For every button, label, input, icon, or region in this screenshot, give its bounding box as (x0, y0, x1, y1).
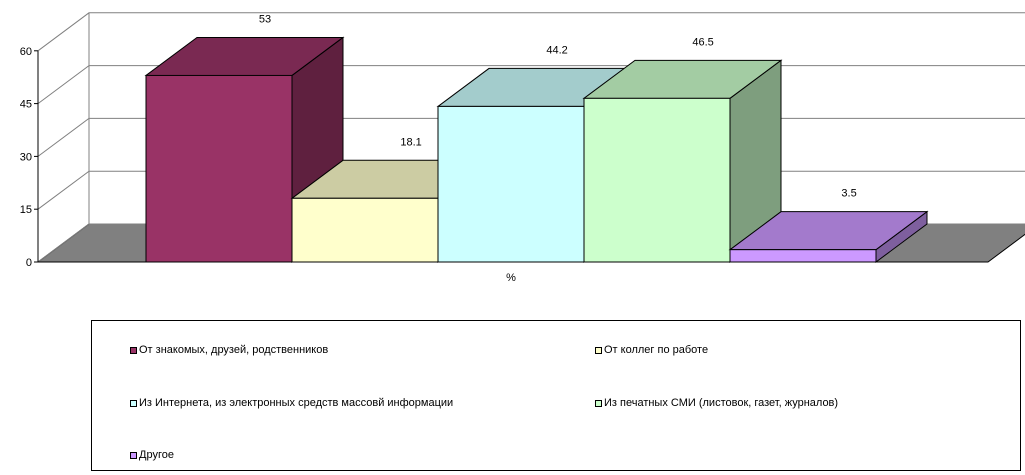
bar-chart: 0 15 30 45 60 53 18.1 44.2 46.5 3.5 % (20, 12, 1025, 284)
legend-swatch (595, 346, 602, 354)
legend-item: Другое (130, 449, 174, 461)
data-label: 18.1 (400, 136, 421, 148)
bar (144, 36, 345, 263)
chart-bars (144, 36, 929, 263)
data-label: 46.5 (692, 36, 713, 48)
y-tick-label: 30 (20, 151, 32, 163)
legend-swatch (130, 399, 137, 407)
bar-front (145, 74, 293, 263)
legend-item: От коллег по работе (595, 344, 708, 356)
y-tick-label: 0 (26, 257, 32, 269)
chart-legend: От знакомых, друзей, родственников От ко… (91, 320, 1021, 471)
legend-item: Из печатных СМИ (листовок, газет, журнал… (595, 397, 838, 409)
bar-front (583, 97, 731, 263)
legend-swatch (130, 451, 137, 459)
legend-label: Из Интернета, из электронных средств мас… (139, 397, 454, 409)
legend-label: От коллег по работе (604, 344, 709, 356)
legend-swatch (130, 346, 137, 354)
legend-swatch (595, 399, 602, 407)
bar-front (437, 105, 585, 263)
y-tick-label: 60 (20, 46, 32, 58)
gridline (37, 12, 1025, 52)
y-tick-label: 45 (20, 99, 32, 111)
data-labels: 53 18.1 44.2 46.5 3.5 (259, 13, 857, 199)
legend-label: Из печатных СМИ (листовок, газет, журнал… (604, 397, 839, 409)
legend-item: Из Интернета, из электронных средств мас… (130, 397, 453, 409)
bar (582, 59, 783, 263)
x-axis-label: % (506, 272, 516, 284)
y-tick-label: 15 (20, 204, 32, 216)
legend-label: Другое (139, 449, 174, 461)
legend-label: От знакомых, друзей, родственников (139, 344, 329, 356)
data-label: 44.2 (546, 44, 567, 56)
bar (728, 210, 929, 263)
data-label: 53 (259, 13, 271, 25)
bar-front (291, 197, 439, 263)
bar-front (729, 249, 877, 263)
legend-item: От знакомых, друзей, родственников (130, 344, 328, 356)
data-label: 3.5 (841, 188, 856, 200)
